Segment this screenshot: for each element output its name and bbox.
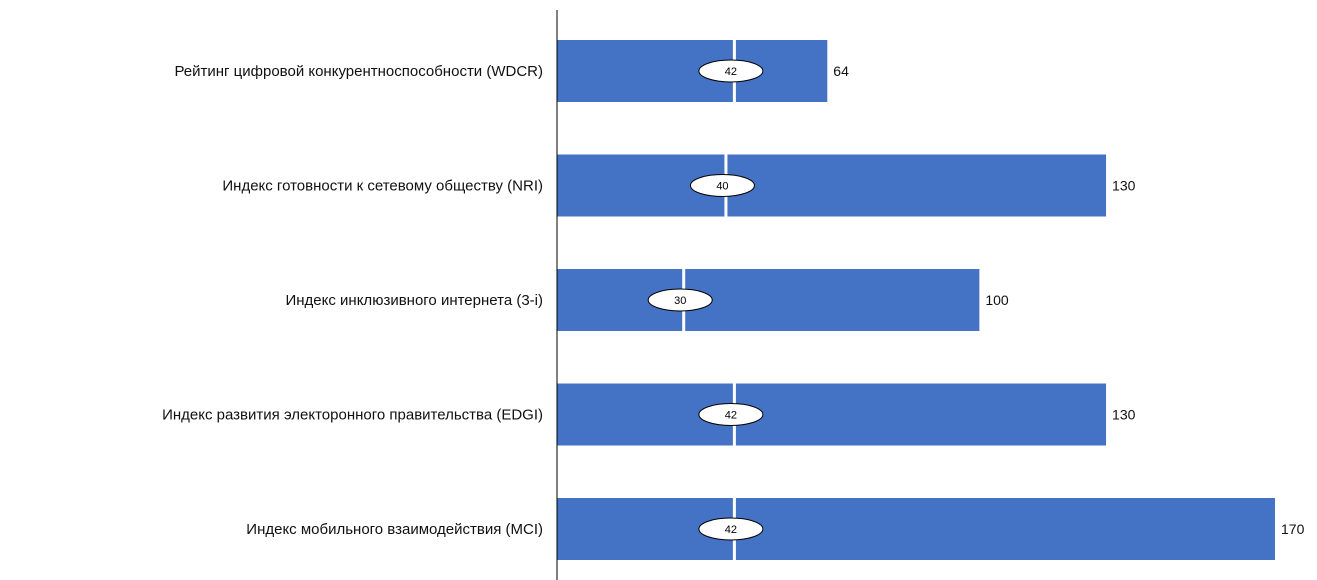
marker-label: 42: [725, 410, 737, 422]
value-label: 100: [985, 292, 1009, 308]
value-label: 170: [1281, 521, 1305, 537]
value-label: 130: [1112, 407, 1136, 423]
bars-layer: [557, 40, 1275, 560]
value-label: 64: [833, 63, 849, 79]
marker-ellipse: [698, 403, 764, 426]
marker-ellipse: [689, 174, 755, 197]
bar: [557, 40, 828, 102]
category-label: Рейтинг цифровой конкурентноспособности …: [174, 63, 543, 80]
value-label: 130: [1112, 178, 1136, 194]
bar: [557, 269, 980, 331]
marker-label: 40: [716, 181, 728, 193]
marker-label: 42: [725, 524, 737, 536]
bar: [557, 383, 1107, 446]
marker-ellipse: [698, 59, 764, 83]
bar: [557, 154, 1107, 217]
labels-layer: Рейтинг цифровой конкурентноспособности …: [162, 63, 1304, 538]
marker-ellipse: [698, 517, 764, 541]
category-label: Индекс готовности к сетевому обществу (N…: [222, 178, 543, 195]
category-label: Индекс инклюзивного интернета (3-i): [285, 292, 543, 309]
category-label: Индекс мобильного взаимодействия (MCI): [246, 521, 543, 538]
markers-layer: 42 40 30 42 42: [647, 40, 764, 560]
marker-ellipse: [647, 288, 713, 312]
bar: [557, 498, 1275, 560]
category-label: Индекс развития электоронного правительс…: [162, 407, 543, 424]
marker-label: 30: [674, 295, 686, 307]
marker-label: 42: [725, 66, 737, 78]
